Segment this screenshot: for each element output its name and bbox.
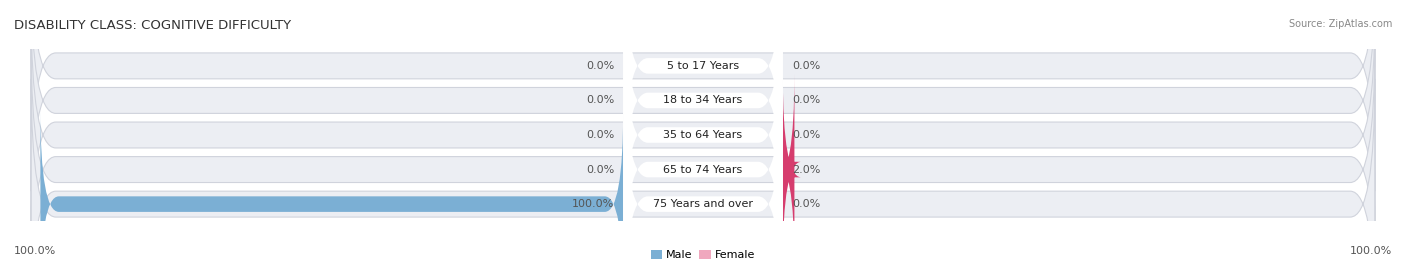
FancyBboxPatch shape [623, 0, 783, 231]
FancyBboxPatch shape [31, 10, 1375, 260]
Text: 100.0%: 100.0% [14, 247, 56, 256]
FancyBboxPatch shape [623, 0, 783, 196]
FancyBboxPatch shape [31, 79, 1375, 270]
Text: 35 to 64 Years: 35 to 64 Years [664, 130, 742, 140]
Text: 75 Years and over: 75 Years and over [652, 199, 754, 209]
Text: 0.0%: 0.0% [586, 95, 614, 106]
Text: DISABILITY CLASS: COGNITIVE DIFFICULTY: DISABILITY CLASS: COGNITIVE DIFFICULTY [14, 19, 291, 32]
Text: 100.0%: 100.0% [1350, 247, 1392, 256]
Text: 65 to 74 Years: 65 to 74 Years [664, 164, 742, 175]
Text: 2.0%: 2.0% [792, 164, 820, 175]
FancyBboxPatch shape [31, 0, 1375, 226]
Text: 0.0%: 0.0% [792, 199, 820, 209]
FancyBboxPatch shape [41, 108, 623, 270]
FancyBboxPatch shape [623, 5, 783, 265]
Text: 0.0%: 0.0% [586, 164, 614, 175]
Text: 0.0%: 0.0% [586, 130, 614, 140]
FancyBboxPatch shape [776, 74, 801, 265]
Text: 5 to 17 Years: 5 to 17 Years [666, 61, 740, 71]
Text: 0.0%: 0.0% [792, 95, 820, 106]
Text: 0.0%: 0.0% [792, 61, 820, 71]
Text: 18 to 34 Years: 18 to 34 Years [664, 95, 742, 106]
FancyBboxPatch shape [31, 44, 1375, 270]
FancyBboxPatch shape [623, 39, 783, 270]
FancyBboxPatch shape [623, 74, 783, 270]
Legend: Male, Female: Male, Female [647, 245, 759, 264]
FancyBboxPatch shape [31, 0, 1375, 191]
Text: 100.0%: 100.0% [572, 199, 614, 209]
Text: 0.0%: 0.0% [586, 61, 614, 71]
Text: 0.0%: 0.0% [792, 130, 820, 140]
Text: Source: ZipAtlas.com: Source: ZipAtlas.com [1288, 19, 1392, 29]
